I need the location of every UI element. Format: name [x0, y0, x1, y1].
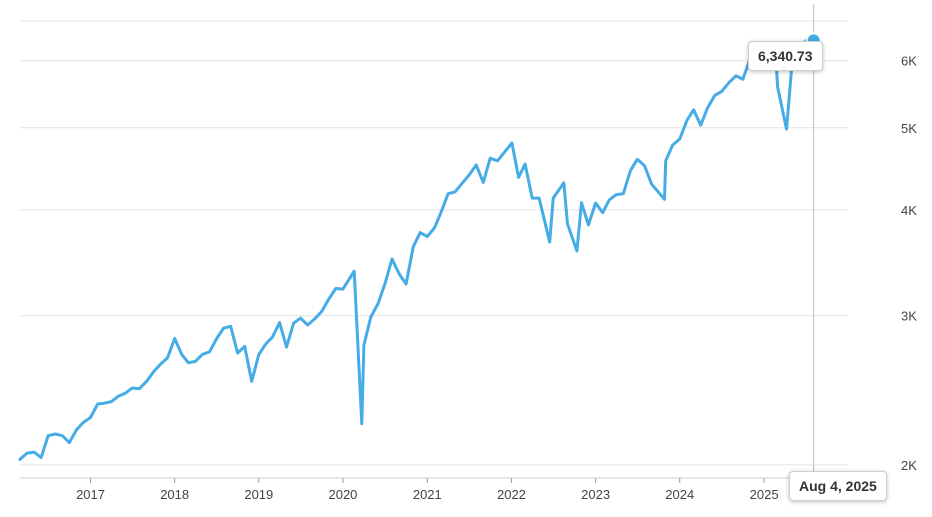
x-axis: 2017 2018 2019 2020 2021 2022 2023 2024 2025 [76, 478, 779, 502]
y-tick-label: 4K [901, 203, 917, 218]
y-axis: 2K 3K 4K 5K 6K [901, 54, 917, 473]
y-tick-label: 3K [901, 309, 917, 324]
date-tooltip: Aug 4, 2025 [789, 471, 887, 501]
series-line [18, 38, 816, 461]
x-tick-label: 2023 [581, 487, 610, 502]
x-tick-label: 2024 [665, 487, 694, 502]
gridlines [20, 20, 848, 466]
x-tick-label: 2020 [328, 487, 357, 502]
x-tick-label: 2017 [76, 487, 105, 502]
tooltip-date: Aug 4, 2025 [799, 478, 877, 494]
x-tick-label: 2025 [750, 487, 779, 502]
value-tooltip: 6,340.73 [748, 41, 823, 71]
x-tick-label: 2021 [413, 487, 442, 502]
x-tick-label: 2019 [244, 487, 273, 502]
tooltip-value: 6,340.73 [758, 48, 813, 64]
x-tick-label: 2022 [497, 487, 526, 502]
y-tick-label: 5K [901, 121, 917, 136]
y-tick-label: 6K [901, 54, 917, 69]
y-tick-label: 2K [901, 458, 917, 473]
x-tick-label: 2018 [160, 487, 189, 502]
